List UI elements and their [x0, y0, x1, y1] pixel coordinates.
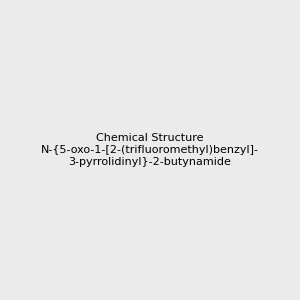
Text: Chemical Structure
N-{5-oxo-1-[2-(trifluoromethyl)benzyl]-
3-pyrrolidinyl}-2-but: Chemical Structure N-{5-oxo-1-[2-(triflu…: [41, 134, 259, 166]
